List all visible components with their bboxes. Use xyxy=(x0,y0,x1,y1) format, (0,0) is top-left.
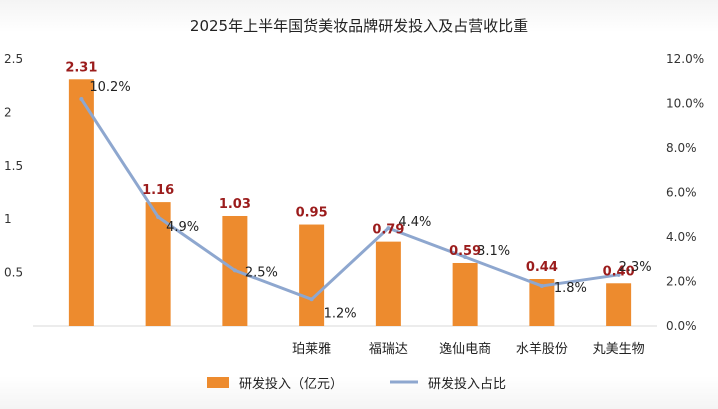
share-point xyxy=(463,255,468,260)
share-point xyxy=(156,214,161,219)
category-label: 水羊股份 xyxy=(516,341,568,357)
legend-swatch-bar xyxy=(207,377,229,388)
bar-value-label: 1.16 xyxy=(142,183,174,198)
legend-label-line: 研发投入占比 xyxy=(428,376,506,392)
bar xyxy=(606,283,632,326)
share-value-label: 2.3% xyxy=(619,260,652,275)
bar-value-label: 0.44 xyxy=(526,260,558,275)
chart-title: 2025年上半年国货美妆品牌研发投入及占营收比重 xyxy=(190,17,528,35)
share-point xyxy=(232,268,237,273)
bar-value-label: 0.79 xyxy=(372,223,404,238)
right-axis-tick: 0.0% xyxy=(666,319,697,333)
category-label: 珀莱雅 xyxy=(292,342,331,357)
share-line xyxy=(80,98,619,301)
legend: 研发投入（亿元） 研发投入占比 xyxy=(207,376,506,392)
bar-value-label: 0.95 xyxy=(296,206,328,221)
category-label: 福瑞达 xyxy=(369,342,408,357)
share-value-label: 10.2% xyxy=(89,80,130,95)
left-axis-tick: 0.5 xyxy=(4,266,23,280)
bar xyxy=(299,224,325,326)
bar-value-label: 2.31 xyxy=(65,60,97,75)
left-axis-tick: 2.5 xyxy=(4,52,23,66)
category-label: 逸仙电商 xyxy=(439,342,491,357)
right-axis-tick: 8.0% xyxy=(666,141,697,155)
left-axis-tick: 2 xyxy=(4,105,12,119)
share-value-label: 2.5% xyxy=(245,265,278,280)
bar xyxy=(68,79,94,327)
right-axis-tick: 12.0% xyxy=(666,52,704,66)
share-value-label: 3.1% xyxy=(477,244,510,259)
right-axis-tick: 6.0% xyxy=(666,186,697,200)
share-point xyxy=(309,297,314,302)
share-point xyxy=(79,97,84,102)
bar-value-label: 1.03 xyxy=(219,197,251,212)
share-value-label: 4.9% xyxy=(166,220,199,235)
share-value-label: 4.4% xyxy=(398,215,431,230)
share-point xyxy=(386,226,391,231)
right-axis-tick: 2.0% xyxy=(666,275,697,289)
share-point xyxy=(539,283,544,288)
right-axis-tick: 4.0% xyxy=(666,230,697,244)
share-value-label: 1.2% xyxy=(324,306,357,321)
legend-label-bar: 研发投入（亿元） xyxy=(239,376,343,392)
share-point xyxy=(616,272,621,277)
left-axis-tick: 1 xyxy=(4,212,12,226)
share-value-label: 1.8% xyxy=(554,281,587,296)
category-label: 丸美生物 xyxy=(593,342,645,357)
bar-value-label: 0.59 xyxy=(449,244,481,259)
left-axis-tick: 1.5 xyxy=(4,159,23,173)
right-axis-tick: 10.0% xyxy=(666,97,704,111)
bar-value-label: 0.40 xyxy=(603,264,635,279)
bar xyxy=(452,262,478,326)
bar xyxy=(375,241,401,326)
